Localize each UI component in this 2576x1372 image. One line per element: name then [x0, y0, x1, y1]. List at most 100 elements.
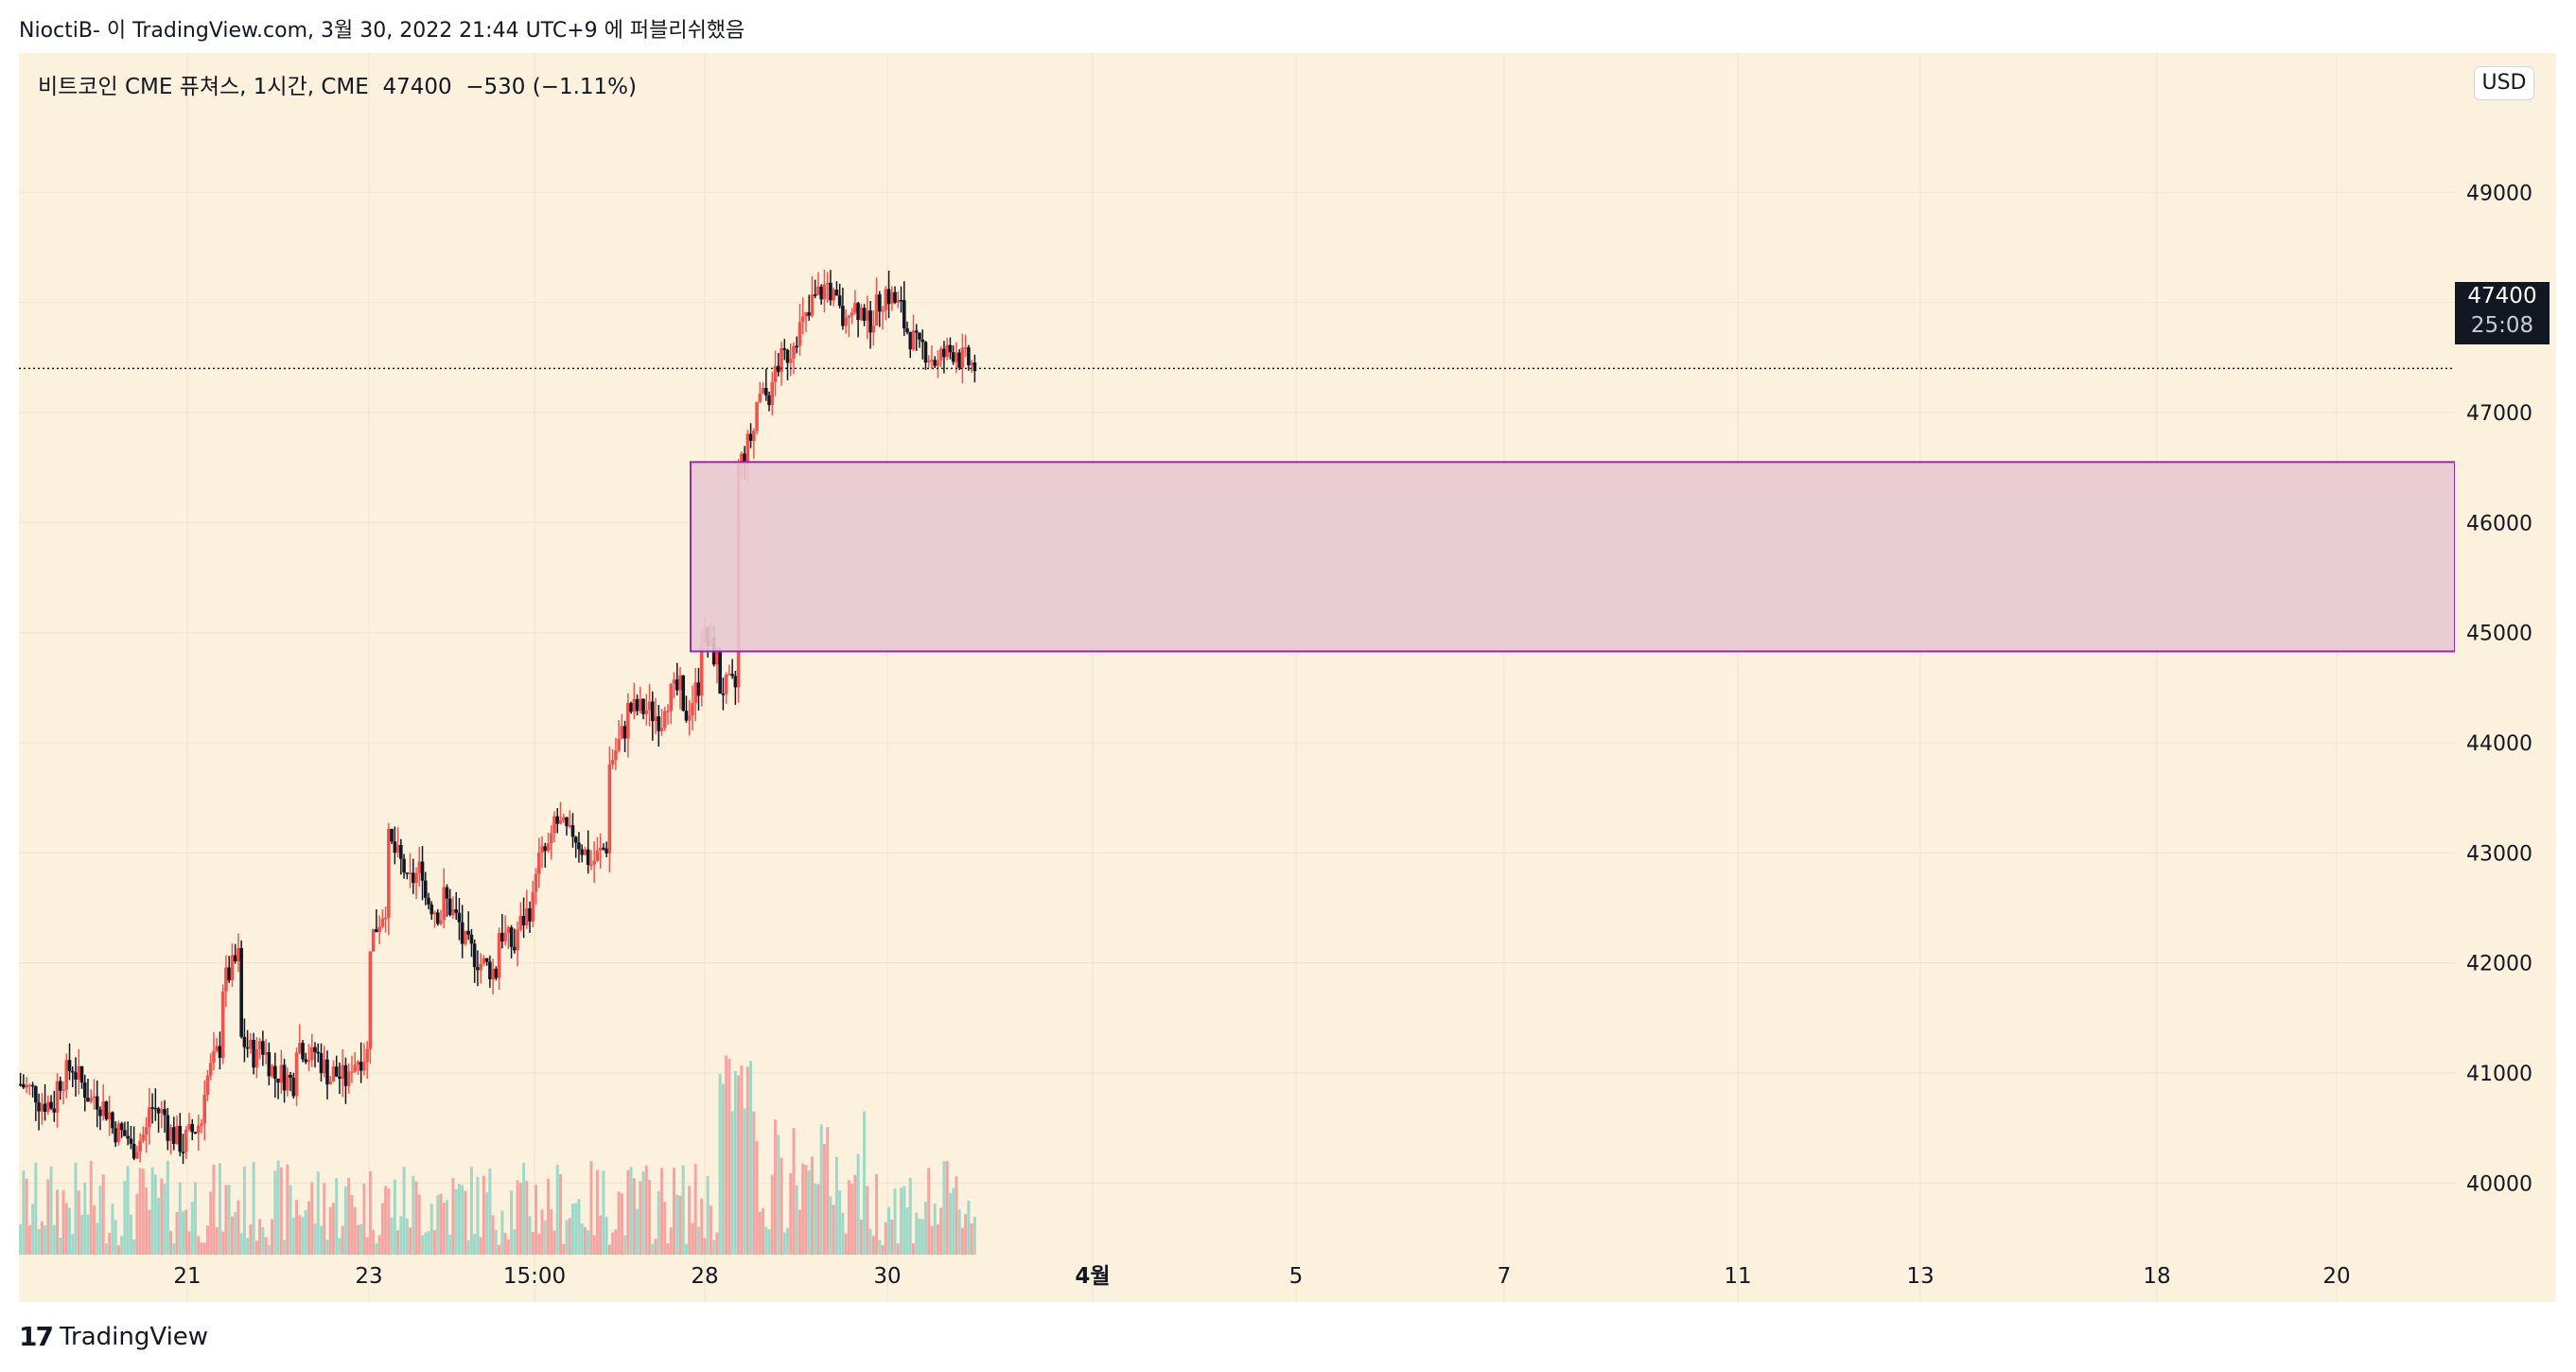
candle-body[interactable]	[819, 286, 823, 300]
candle-body[interactable]	[86, 1098, 90, 1102]
candle-body[interactable]	[30, 1084, 35, 1087]
candle-body[interactable]	[890, 291, 894, 305]
candle-body[interactable]	[365, 1048, 369, 1063]
candle-body[interactable]	[479, 963, 482, 971]
candle-body[interactable]	[878, 294, 882, 312]
candle-body[interactable]	[573, 836, 578, 843]
candle-body[interactable]	[245, 1047, 250, 1049]
candle-body[interactable]	[313, 1047, 317, 1052]
candle-body[interactable]	[761, 388, 765, 395]
candle-body[interactable]	[233, 955, 237, 961]
candle-body[interactable]	[138, 1140, 142, 1152]
candle-body[interactable]	[834, 290, 839, 296]
candle-body[interactable]	[841, 306, 845, 326]
candle-body[interactable]	[286, 1074, 289, 1091]
candle-body[interactable]	[338, 1076, 342, 1080]
candlestick-chart[interactable]	[19, 53, 2455, 1302]
chart-plot-area[interactable]	[19, 53, 2455, 1302]
candle-body[interactable]	[89, 1098, 94, 1102]
candle-body[interactable]	[568, 825, 572, 827]
candle-body[interactable]	[785, 349, 790, 363]
candle-body[interactable]	[780, 348, 783, 373]
candle-body[interactable]	[662, 711, 667, 729]
candle-body[interactable]	[414, 872, 418, 884]
candle-body[interactable]	[472, 943, 477, 968]
candle-body[interactable]	[598, 847, 603, 851]
candle-body[interactable]	[101, 1101, 105, 1117]
candle-body[interactable]	[25, 1084, 28, 1088]
candle-body[interactable]	[730, 674, 734, 677]
candle-body[interactable]	[309, 1047, 314, 1061]
candle-body[interactable]	[19, 1083, 23, 1086]
candle-body[interactable]	[172, 1127, 176, 1145]
candle-body[interactable]	[782, 348, 787, 350]
candle-body[interactable]	[187, 1124, 191, 1130]
candle-body[interactable]	[967, 347, 971, 366]
candle-body[interactable]	[963, 347, 968, 349]
candle-body[interactable]	[184, 1129, 188, 1152]
candle-body[interactable]	[208, 1063, 213, 1076]
candle-body[interactable]	[150, 1107, 154, 1109]
candle-body[interactable]	[270, 1065, 274, 1077]
candle-body[interactable]	[647, 701, 652, 711]
candle-body[interactable]	[874, 294, 879, 326]
candle-body[interactable]	[395, 844, 400, 853]
candle-body[interactable]	[356, 1062, 360, 1065]
candle-body[interactable]	[380, 918, 385, 927]
candle-body[interactable]	[264, 1052, 268, 1055]
candle-body[interactable]	[745, 433, 750, 464]
candle-body[interactable]	[61, 1089, 65, 1092]
candle-body[interactable]	[291, 1077, 296, 1097]
candle-body[interactable]	[948, 344, 953, 353]
candle-body[interactable]	[55, 1081, 60, 1113]
candle-body[interactable]	[107, 1112, 112, 1119]
candle-body[interactable]	[871, 325, 876, 333]
candle-body[interactable]	[301, 1043, 305, 1060]
candle-body[interactable]	[316, 1051, 321, 1054]
candle-body[interactable]	[70, 1071, 75, 1073]
candle-body[interactable]	[886, 289, 891, 305]
time-axis[interactable]: 21 23 15:00 28 30 4월 5 7 11 13 18 20	[19, 1249, 2556, 1302]
candle-body[interactable]	[215, 1046, 219, 1051]
candle-body[interactable]	[678, 675, 682, 691]
candle-body[interactable]	[905, 328, 909, 333]
candle-body[interactable]	[175, 1125, 179, 1145]
candle-body[interactable]	[350, 1071, 354, 1073]
candle-body[interactable]	[610, 760, 615, 765]
candle-body[interactable]	[837, 295, 842, 307]
candle-body[interactable]	[190, 1124, 195, 1133]
candle-body[interactable]	[503, 932, 507, 941]
candle-body[interactable]	[126, 1135, 130, 1139]
candle-body[interactable]	[166, 1115, 170, 1141]
candle-body[interactable]	[484, 958, 489, 962]
candle-body[interactable]	[614, 750, 618, 761]
candle-body[interactable]	[792, 345, 796, 359]
candle-body[interactable]	[586, 849, 590, 866]
candle-body[interactable]	[607, 764, 612, 853]
candle-body[interactable]	[666, 711, 670, 712]
candle-body[interactable]	[442, 887, 447, 921]
candle-body[interactable]	[797, 322, 802, 346]
candle-body[interactable]	[343, 1064, 348, 1086]
candle-body[interactable]	[98, 1109, 102, 1117]
candle-body[interactable]	[387, 829, 391, 918]
candle-body[interactable]	[74, 1072, 78, 1080]
candle-body[interactable]	[328, 1081, 333, 1085]
candle-body[interactable]	[49, 1101, 53, 1109]
candle-body[interactable]	[307, 1060, 311, 1063]
candle-body[interactable]	[420, 861, 425, 881]
candle-body[interactable]	[881, 309, 885, 312]
candle-body[interactable]	[955, 352, 958, 362]
candle-body[interactable]	[282, 1064, 287, 1091]
candle-body[interactable]	[163, 1109, 166, 1116]
candle-body[interactable]	[724, 674, 728, 695]
candle-body[interactable]	[565, 817, 569, 827]
candle-body[interactable]	[552, 816, 556, 834]
candle-body[interactable]	[813, 294, 817, 296]
candle-body[interactable]	[528, 907, 532, 922]
candle-body[interactable]	[383, 917, 388, 920]
currency-button[interactable]: USD	[2474, 66, 2534, 100]
candle-body[interactable]	[178, 1125, 183, 1152]
candle-body[interactable]	[242, 1036, 247, 1047]
candle-body[interactable]	[168, 1127, 173, 1141]
